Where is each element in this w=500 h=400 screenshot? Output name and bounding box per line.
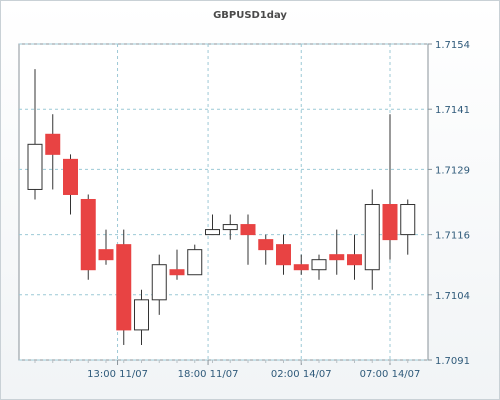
- candle-body-up: [134, 299, 149, 331]
- y-axis: 1.7154 1.7141 1.7129 1.7116 1.7104 1.7091: [428, 40, 470, 367]
- candle: [258, 234, 274, 265]
- candle: [364, 189, 380, 290]
- candle-body-down: [347, 254, 362, 266]
- candle-body-down: [276, 244, 291, 266]
- candle: [134, 289, 149, 345]
- candle-body-down: [258, 239, 274, 251]
- y-tick-label: 1.7129: [435, 165, 470, 176]
- candle: [400, 199, 416, 255]
- candle-body-down: [63, 158, 78, 195]
- candle-body-down: [80, 198, 96, 271]
- x-tick-label: 02:00 14/07: [271, 369, 332, 380]
- candle: [276, 234, 291, 275]
- candle-body-down: [45, 133, 61, 155]
- candle: [187, 244, 203, 276]
- candle: [116, 229, 132, 345]
- y-tick-label: 1.7091: [435, 356, 470, 367]
- candle-body-down: [293, 264, 309, 271]
- candle: [80, 194, 96, 280]
- x-tick-label: 18:00 11/07: [178, 369, 239, 380]
- chart-title: GBPUSD1day: [213, 10, 287, 21]
- candle: [98, 229, 114, 265]
- candle-body-down: [329, 254, 345, 261]
- candle: [63, 154, 78, 215]
- candle-body-down: [98, 249, 114, 261]
- candle: [382, 114, 398, 260]
- y-tick-label: 1.7116: [435, 231, 470, 242]
- y-tick-label: 1.7104: [435, 291, 470, 302]
- candle: [347, 234, 362, 280]
- plot-area: [18, 43, 429, 361]
- x-tick-label: 07:00 14/07: [360, 369, 421, 380]
- candle: [151, 254, 167, 315]
- candle: [222, 214, 238, 240]
- candle: [329, 229, 345, 275]
- candle-body-up: [151, 264, 167, 301]
- x-tick-label: 13:00 11/07: [87, 369, 148, 380]
- candles: [27, 69, 416, 345]
- candle-body-up: [400, 204, 416, 236]
- candle-body-up: [205, 229, 220, 236]
- candle: [27, 69, 43, 200]
- candle-body-up: [27, 143, 43, 190]
- candle-body-down: [169, 269, 185, 276]
- candle: [240, 214, 256, 265]
- candle: [169, 249, 185, 280]
- candle-body-up: [311, 259, 327, 271]
- candle-body-down: [116, 244, 132, 331]
- candle: [293, 254, 309, 275]
- candle-body-up: [364, 204, 380, 271]
- y-tick-label: 1.7141: [435, 105, 470, 116]
- x-axis: 13:00 11/07 18:00 11/07 02:00 14/07 07:00 1…: [34, 360, 421, 380]
- candle: [311, 254, 327, 280]
- candle-body-up: [222, 224, 238, 231]
- y-tick-label: 1.7154: [435, 40, 470, 51]
- candle: [205, 214, 220, 236]
- candle-body-down: [240, 224, 256, 236]
- candle-body-up: [187, 249, 203, 276]
- candle-body-down: [382, 204, 398, 241]
- candle: [45, 114, 61, 190]
